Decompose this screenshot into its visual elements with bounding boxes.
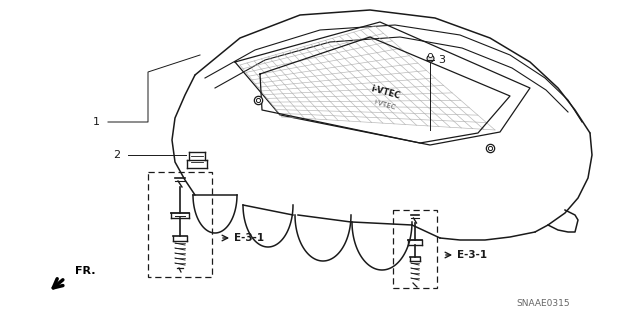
Text: FR.: FR. — [75, 266, 95, 276]
Text: i-VTEC: i-VTEC — [369, 84, 401, 100]
Text: 3: 3 — [438, 55, 445, 65]
Text: E-3-1: E-3-1 — [234, 233, 264, 243]
Text: E-3-1: E-3-1 — [457, 250, 487, 260]
Text: 1: 1 — [93, 117, 100, 127]
Text: 2: 2 — [113, 150, 120, 160]
Text: i·VTEC: i·VTEC — [373, 99, 397, 111]
Text: SNAAE0315: SNAAE0315 — [516, 299, 570, 308]
